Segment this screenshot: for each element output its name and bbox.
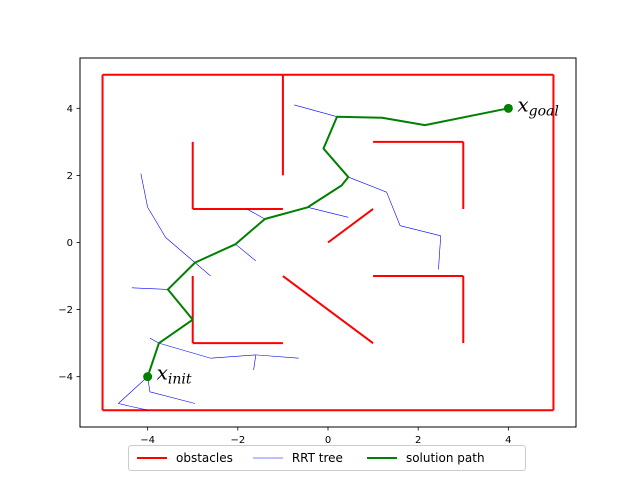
rrt-tree-edge: [147, 207, 166, 238]
legend-item-solution-path: solution path: [366, 451, 485, 465]
legend: obstacles RRT tree solution path: [128, 445, 526, 471]
rrt-tree-edge: [165, 237, 196, 263]
rrt-tree-edge: [194, 262, 211, 277]
rrt-tree-edge: [348, 176, 387, 193]
rrt-tree-edge: [255, 354, 299, 359]
legend-label-rrt-tree: RRT tree: [291, 451, 343, 465]
legend-swatch-rrt-tree: [252, 457, 283, 459]
rrt-tree-edge: [400, 225, 441, 237]
rrt-tree-edge: [118, 376, 148, 404]
x-tick-label: −2: [230, 435, 245, 446]
obstacle-segment: [282, 275, 374, 344]
obstacle-segment: [327, 208, 374, 244]
rrt-tree-edge: [294, 104, 338, 117]
rrt-tree-edge: [253, 354, 257, 371]
y-tick-label: −4: [58, 372, 73, 383]
rrt-tree-edge: [149, 337, 160, 344]
legend-swatch-obstacles: [137, 457, 167, 459]
init-point-marker: [143, 372, 153, 382]
annotation-layer: xinit xgoal: [143, 92, 559, 388]
goal-point-marker: [503, 103, 513, 113]
y-tick-label: 0: [67, 238, 73, 249]
rrt-tree-edge: [438, 235, 442, 270]
legend-item-obstacles: obstacles: [137, 451, 233, 465]
series-layer: [101, 73, 555, 412]
rrt-tree-edge: [307, 206, 349, 218]
rrt-tree-edge: [210, 354, 256, 359]
solution-path-line: [146, 107, 509, 378]
x-tick-label: 2: [415, 435, 421, 446]
rrt-tree-edge: [149, 391, 196, 404]
rrt-tree-edge: [235, 243, 257, 262]
rrt-tree-edge: [118, 403, 148, 411]
goal-point-label: xgoal: [517, 92, 559, 119]
legend-label-obstacles: obstacles: [176, 451, 233, 465]
rrt-tree-edge: [131, 287, 168, 290]
y-tick-label: 2: [67, 171, 73, 182]
x-tick-label: 0: [325, 435, 331, 446]
x-tick-label: −4: [140, 435, 155, 446]
x-tick-label: 4: [505, 435, 511, 446]
legend-label-solution-path: solution path: [405, 451, 485, 465]
y-tick-label: 4: [67, 104, 73, 115]
rrt-tree-edge: [140, 173, 148, 208]
rrt-tree-edge: [158, 342, 211, 359]
rrt-tree-edge: [386, 192, 401, 226]
legend-item-rrt-tree: RRT tree: [252, 451, 343, 465]
y-tick-label: −2: [58, 305, 73, 316]
legend-swatch-solution-path: [366, 457, 397, 459]
rrt-tree-edge: [246, 208, 266, 220]
tick-layer: −4 −2 0 2 4 −4 −2 0 2 4: [58, 104, 511, 446]
init-point-label: xinit: [157, 361, 192, 388]
